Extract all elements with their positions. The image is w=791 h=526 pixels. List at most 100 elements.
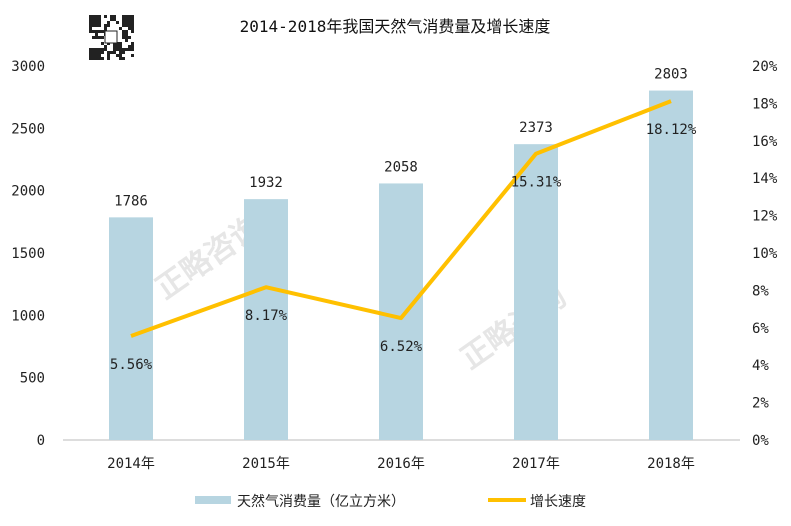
line-label: 15.31% — [511, 175, 562, 191]
qr-module — [89, 24, 92, 27]
qr-module — [89, 15, 92, 18]
right-tick-label: 2% — [752, 396, 769, 412]
right-axis: 0% 2% 4% 6% 8% 10% 12% 14% 16% 18% 20% — [752, 59, 778, 449]
qr-module — [128, 24, 131, 27]
qr-module — [119, 51, 122, 54]
left-tick-label: 3000 — [11, 59, 45, 75]
qr-module — [95, 57, 98, 60]
right-tick-label: 20% — [752, 59, 778, 75]
qr-module — [122, 57, 125, 60]
qr-module — [113, 48, 116, 51]
qr-module — [95, 21, 98, 24]
qr-module — [89, 57, 92, 60]
qr-module — [98, 15, 101, 18]
left-tick-label: 1500 — [11, 246, 45, 262]
qr-module — [101, 42, 104, 45]
qr-module — [95, 36, 98, 39]
qr-module — [95, 33, 98, 36]
bar-label: 1786 — [114, 193, 148, 209]
qr-module — [128, 15, 131, 18]
line-label: 5.56% — [110, 357, 153, 373]
qr-module — [89, 48, 92, 51]
qr-module — [125, 36, 128, 39]
qr-module — [110, 51, 113, 54]
qr-module — [122, 48, 125, 51]
qr-module — [131, 18, 134, 21]
line-label: 6.52% — [380, 339, 423, 355]
legend-label-line: 增长速度 — [530, 494, 586, 510]
bar — [649, 90, 693, 441]
qr-module — [122, 15, 125, 18]
qr-module — [92, 15, 95, 18]
qr-module — [122, 24, 125, 27]
qr-module — [125, 33, 128, 36]
qr-module — [113, 51, 116, 54]
qr-module — [92, 18, 95, 21]
qr-module — [119, 48, 122, 51]
qr-module — [98, 57, 101, 60]
qr-module — [128, 18, 131, 21]
growth-line — [130, 99, 672, 338]
right-tick-label: 18% — [752, 96, 778, 112]
qr-module — [122, 21, 125, 24]
left-tick-label: 2000 — [11, 184, 45, 200]
qr-module — [101, 57, 104, 60]
qr-module — [98, 21, 101, 24]
right-tick-label: 8% — [752, 283, 769, 299]
qr-module — [125, 15, 128, 18]
qr-module — [92, 21, 95, 24]
qr-module — [98, 30, 101, 33]
right-tick-label: 0% — [752, 433, 769, 449]
qr-module — [107, 54, 110, 57]
qr-module — [89, 21, 92, 24]
qr-module — [92, 30, 95, 33]
bar-label: 2058 — [384, 159, 418, 175]
legend-label-bar: 天然气消费量（亿立方米） — [237, 493, 405, 510]
line-label: 18.12% — [646, 122, 697, 138]
qr-module — [131, 24, 134, 27]
qr-module — [119, 54, 122, 57]
left-tick-label: 0 — [37, 433, 45, 449]
right-tick-label: 14% — [752, 171, 778, 187]
qr-module — [131, 48, 134, 51]
left-tick-label: 2500 — [11, 121, 45, 137]
x-tick-label: 2015年 — [242, 456, 290, 472]
qr-module — [131, 45, 134, 48]
qr-module — [89, 51, 92, 54]
qr-module — [104, 48, 107, 51]
right-tick-label: 16% — [752, 134, 778, 150]
qr-module — [128, 48, 131, 51]
qr-module — [101, 30, 104, 33]
qr-module — [95, 15, 98, 18]
qr-module — [98, 18, 101, 21]
bar-label: 2373 — [519, 120, 553, 136]
qr-module — [131, 15, 134, 18]
qr-module — [125, 18, 128, 21]
x-axis: 2014年 2015年 2016年 2017年 2018年 — [107, 456, 695, 472]
qr-module — [89, 30, 92, 33]
qr-module — [125, 48, 128, 51]
qr-module — [101, 51, 104, 54]
qr-module — [113, 18, 116, 21]
qr-module — [107, 21, 110, 24]
qr-module — [128, 27, 131, 30]
left-tick-label: 1000 — [11, 308, 45, 324]
qr-module — [125, 21, 128, 24]
qr-module — [113, 45, 116, 48]
qr-module — [131, 30, 134, 33]
qr-module — [95, 48, 98, 51]
qr-module — [125, 30, 128, 33]
qr-module — [92, 51, 95, 54]
qr-module — [122, 51, 125, 54]
qr-module — [122, 30, 125, 33]
qr-module — [89, 54, 92, 57]
qr-module — [95, 18, 98, 21]
qr-module — [113, 15, 116, 18]
bar-label: 1932 — [249, 175, 283, 191]
qr-module — [125, 39, 128, 42]
right-tick-label: 12% — [752, 209, 778, 225]
qr-module — [107, 51, 110, 54]
qr-module — [95, 54, 98, 57]
qr-module — [119, 27, 122, 30]
